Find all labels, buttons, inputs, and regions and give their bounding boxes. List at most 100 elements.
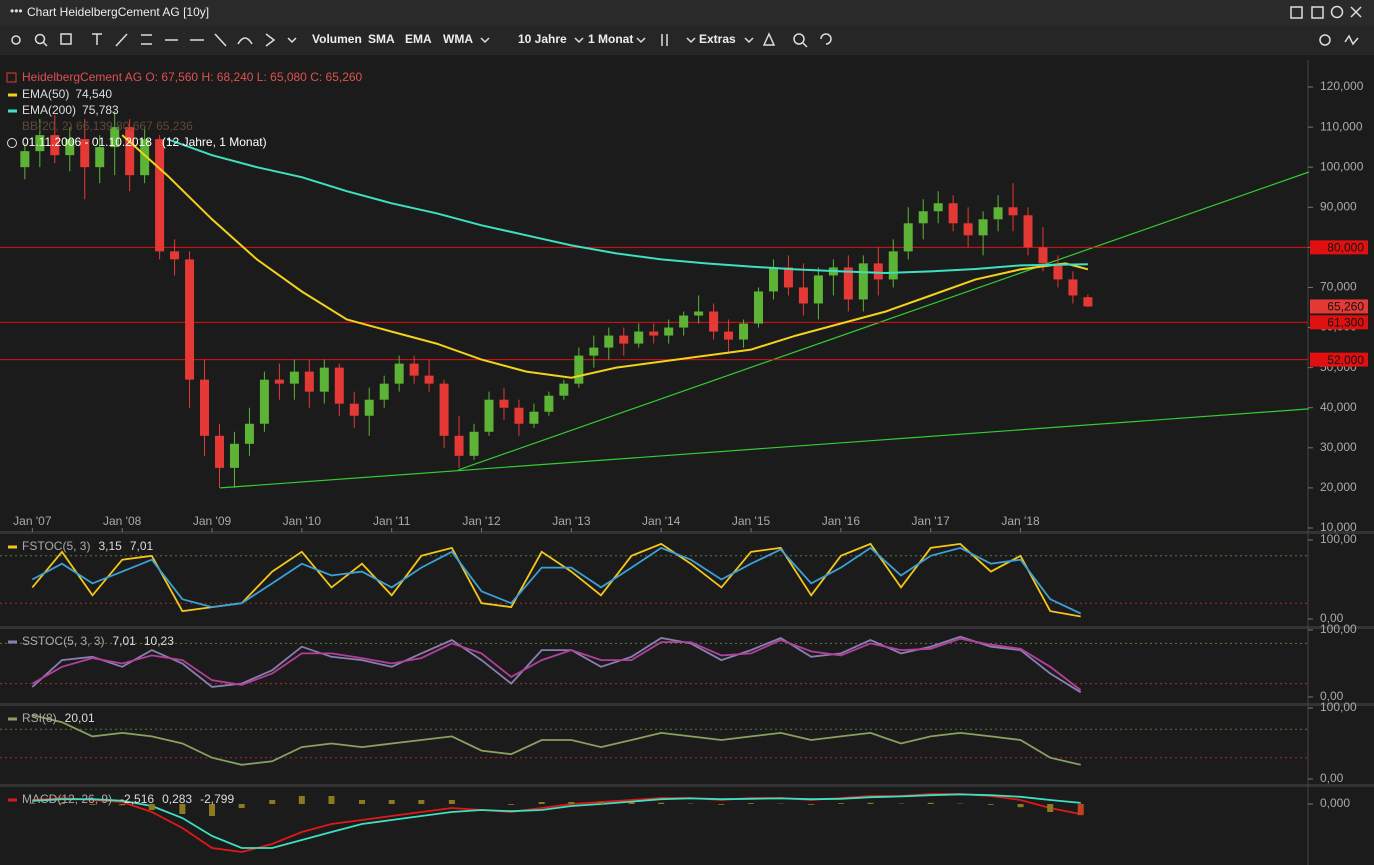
legend-name: EMA(200) [22,103,76,117]
toolbar-button[interactable]: Extras [699,32,736,46]
histogram-bar [179,804,186,814]
histogram-bar [388,800,395,804]
candle-body [694,311,704,316]
candle-body [1083,297,1093,307]
candle-body [244,423,254,444]
candle-body [813,275,823,304]
candle-body [619,335,629,344]
x-tick-label: Jan '14 [642,514,681,528]
x-tick-label: Jan '17 [912,514,951,528]
panel-title: RSI(8) [22,711,57,725]
title-bar [0,0,1374,25]
histogram-bar [448,800,455,804]
candle-body [634,331,644,344]
candle-body [858,263,868,300]
histogram-bar [148,804,155,810]
candle-body [304,371,314,392]
candle-body [424,375,434,384]
legend-value: 7,01 [130,539,154,553]
candle-body [20,151,30,168]
candle-body [754,291,764,324]
candle-body [559,383,569,396]
histogram-bar [119,804,126,806]
menu-dots[interactable]: ••• [10,4,23,18]
candle-body [604,335,614,348]
histogram-bar [1077,804,1084,816]
y-tick-label: 0,00 [1320,771,1344,785]
candle-body [469,431,479,456]
candle-body [963,223,973,236]
candle-body [125,127,135,176]
window-controls[interactable] [1290,5,1362,19]
histogram-bar [418,800,425,804]
candle-body [50,135,60,156]
candle-body [499,399,509,408]
candle-body [379,383,389,400]
legend-value: 74,540 [75,87,112,101]
candle-body [364,399,374,416]
panel-title: FSTOC(5, 3) [22,539,90,553]
candle-body [35,135,45,152]
x-tick-label: Jan '12 [462,514,501,528]
candle-body [65,139,75,156]
candle-body [679,315,689,328]
candle-body [289,371,299,384]
indicator-line [32,714,1081,766]
candle-body [843,267,853,300]
panel-separator [0,784,1374,787]
histogram-bar [1047,804,1054,812]
range-text: 01.11.2006 - 01.10.2018 [22,135,152,149]
trend-line [458,171,1310,471]
indicator-line [31,637,1082,691]
legend-value: 3,15 [98,539,122,553]
toolbar-button[interactable]: 10 Jahre [518,32,567,46]
ema-line [121,134,1089,379]
candle-body [1053,263,1063,280]
toolbar-button[interactable]: SMA [368,32,395,46]
candle-body [170,251,180,260]
clock-icon [7,138,17,148]
histogram-bar [238,804,245,808]
histogram-bar [328,796,335,804]
candle-body [439,383,449,436]
candle-body [394,363,404,384]
candle-body [334,367,344,404]
toolbar-button[interactable]: WMA [443,32,473,46]
candle-body [80,139,90,168]
candle-body [409,363,419,376]
candle-body [1023,215,1033,248]
legend-icon [6,72,17,83]
toolbar-button[interactable]: EMA [405,32,432,46]
candle-body [349,403,359,416]
candle-body [664,327,674,336]
histogram-bar [748,803,755,804]
candle-body [185,259,195,380]
candle-body [140,139,150,176]
histogram-bar [628,802,635,804]
panel-separator [0,626,1374,629]
histogram-bar [658,802,665,804]
x-tick-label: Jan '08 [103,514,142,528]
x-tick-label: Jan '11 [373,514,411,528]
toolbar-button[interactable]: Volumen [312,32,362,46]
indicator-line [31,542,1081,618]
candle-body [1008,207,1018,216]
histogram-bar [927,802,934,804]
candle-body [933,203,943,212]
toolbar-button[interactable]: 1 Monat [588,32,633,46]
x-tick-label: Jan '13 [552,514,591,528]
toolbar-icons[interactable] [11,32,1359,48]
histogram-bar [568,802,575,804]
histogram-bar [597,802,604,804]
candle-body [514,407,524,424]
candle-body [200,379,210,436]
y-tick-label: 120,000 [1320,79,1364,93]
candle-body [155,139,165,252]
x-tick-label: Jan '10 [283,514,322,528]
indicator-line [31,546,1082,615]
candle-body [1068,279,1078,296]
legend-value: -2,799 [200,792,234,806]
y-tick-label: 20,000 [1320,480,1357,494]
